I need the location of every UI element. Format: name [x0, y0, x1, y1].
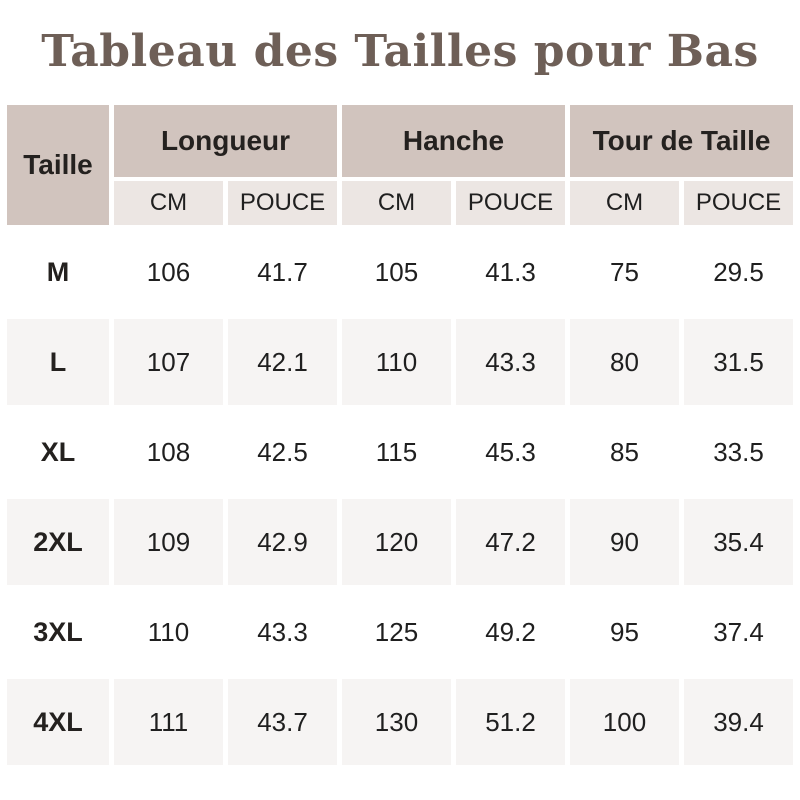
unit-header-row: CM POUCE CM POUCE CM POUCE — [7, 181, 793, 225]
page-title: Tableau des Tailles pour Bas — [41, 26, 759, 77]
size-cell: L — [7, 319, 109, 405]
value-cell: 51.2 — [456, 679, 565, 765]
table-row: M 106 41.7 105 41.3 75 29.5 — [7, 229, 793, 315]
value-cell: 95 — [610, 616, 639, 647]
size-table-body: M 106 41.7 105 41.3 75 29.5 L 107 42.1 110 43.3 80 31… — [7, 229, 793, 765]
value-cell: 31.5 — [684, 319, 793, 405]
size-cell: XL — [40, 436, 76, 467]
table-row: 4XL 111 43.7 130 51.2 100 39.4 — [7, 679, 793, 765]
unit-header-longueur-pouce: POUCE — [228, 181, 337, 225]
value-cell: 85 — [610, 436, 639, 467]
value-cell: 37.4 — [713, 616, 764, 647]
size-cell: M — [46, 256, 70, 287]
value-cell: 42.5 — [257, 436, 308, 467]
value-cell: 42.9 — [228, 499, 337, 585]
value-cell: 120 — [342, 499, 451, 585]
unit-header-tour-pouce: POUCE — [684, 181, 793, 225]
size-table: Taille Longueur Hanche Tour de Taille CM… — [2, 101, 798, 769]
value-cell: 130 — [342, 679, 451, 765]
table-row: 2XL 109 42.9 120 47.2 90 35.4 — [7, 499, 793, 585]
value-cell: 49.2 — [485, 616, 536, 647]
value-cell: 41.3 — [485, 256, 536, 287]
value-cell: 115 — [375, 436, 418, 467]
value-cell: 47.2 — [456, 499, 565, 585]
value-cell: 80 — [570, 319, 679, 405]
group-header-row: Taille Longueur Hanche Tour de Taille — [7, 105, 793, 225]
value-cell: 39.4 — [684, 679, 793, 765]
table-row: 3XL 110 43.3 125 49.2 95 37.4 — [7, 589, 793, 675]
value-cell: 110 — [147, 616, 190, 647]
unit-header-hanche-pouce: POUCE — [456, 181, 565, 225]
size-cell: 3XL — [33, 616, 83, 647]
value-cell: 110 — [342, 319, 451, 405]
value-cell: 107 — [114, 319, 223, 405]
column-group-hanche: Hanche — [342, 105, 565, 177]
unit-header-tour-cm: CM — [570, 181, 679, 225]
size-table-header: Taille Longueur Hanche Tour de Taille CM… — [7, 105, 793, 225]
column-header-taille: Taille — [7, 105, 109, 225]
value-cell: 42.1 — [228, 319, 337, 405]
column-group-tour-de-taille: Tour de Taille — [570, 105, 793, 177]
value-cell: 106 — [146, 256, 191, 287]
size-cell: 4XL — [7, 679, 109, 765]
value-cell: 108 — [146, 436, 191, 467]
unit-header-hanche-cm: CM — [342, 181, 451, 225]
value-cell: 105 — [374, 256, 419, 287]
table-row: XL 108 42.5 115 45.3 85 33.5 — [7, 409, 793, 495]
table-row: L 107 42.1 110 43.3 80 31.5 — [7, 319, 793, 405]
value-cell: 75 — [610, 256, 639, 287]
value-cell: 33.5 — [713, 436, 764, 467]
value-cell: 45.3 — [485, 436, 536, 467]
value-cell: 90 — [570, 499, 679, 585]
value-cell: 109 — [114, 499, 223, 585]
unit-header-longueur-cm: CM — [114, 181, 223, 225]
value-cell: 111 — [114, 679, 223, 765]
value-cell: 29.5 — [713, 256, 764, 287]
value-cell: 35.4 — [684, 499, 793, 585]
value-cell: 125 — [374, 616, 419, 647]
size-cell: 2XL — [7, 499, 109, 585]
value-cell: 100 — [570, 679, 679, 765]
value-cell: 43.3 — [456, 319, 565, 405]
value-cell: 43.7 — [228, 679, 337, 765]
column-group-longueur: Longueur — [114, 105, 337, 177]
value-cell: 43.3 — [257, 616, 308, 647]
value-cell: 41.7 — [257, 256, 308, 287]
